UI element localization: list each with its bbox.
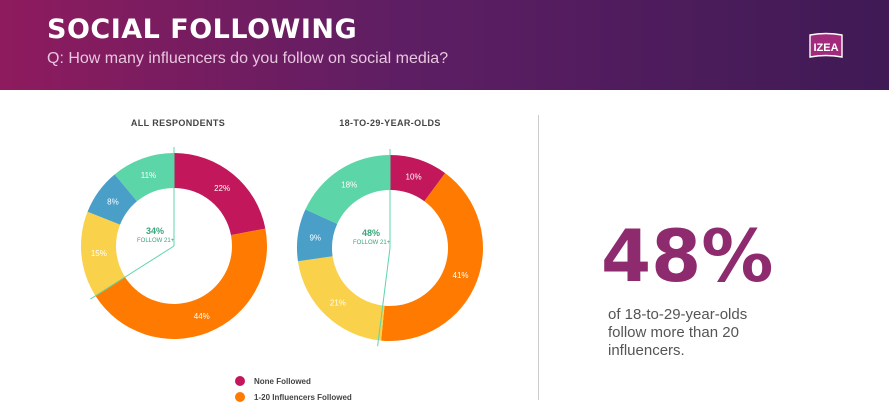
- legend-dot-none: [235, 376, 245, 386]
- donut-all-center-label: FOLLOW 21+: [137, 238, 175, 244]
- page-subtitle: Q: How many influencers do you follow on…: [47, 50, 449, 67]
- donut-all-slice-1: [95, 228, 267, 339]
- donut-all-slice-label-3: 8%: [107, 198, 119, 207]
- page-title: SOCIAL FOLLOWING: [47, 14, 358, 45]
- donut-young-slice-label-4: 18%: [341, 180, 357, 189]
- donut-young-slice-2: [297, 256, 385, 341]
- legend-dot-1-20: [235, 392, 245, 402]
- donut-young-slice-3: [297, 209, 338, 262]
- donut-all-slice-2: [80, 211, 126, 296]
- izea-logo: IZEA: [809, 32, 843, 58]
- donut-all-slice-label-2: 15%: [91, 249, 107, 258]
- donut-all-slice-label-0: 22%: [214, 184, 230, 193]
- donut-young-slice-1: [381, 173, 484, 342]
- legend-label-1-20: 1-20 Influencers Followed: [254, 392, 352, 402]
- header-banner: SOCIAL FOLLOWING Q: How many influencers…: [0, 0, 889, 90]
- donut-young-slice-label-2: 21%: [330, 299, 346, 308]
- chart-title-all: ALL RESPONDENTS: [130, 118, 226, 128]
- logo-text: IZEA: [813, 42, 838, 54]
- donut-young-slice-4: [305, 155, 390, 224]
- donut-all-slice-0: [174, 153, 266, 236]
- legend: None Followed 1-20 Influencers Followed: [235, 373, 352, 405]
- donut-young-marker-line-end: [377, 247, 391, 347]
- donut-young-slice-label-3: 9%: [309, 233, 321, 242]
- donut-all-slice-label-4: 11%: [141, 171, 156, 180]
- donut-all-center-value: 34%: [146, 226, 164, 236]
- legend-label-none: None Followed: [254, 376, 311, 386]
- donut-all-slice-label-1: 44%: [194, 312, 210, 321]
- donut-all-slice-3: [87, 174, 138, 225]
- donut-all-slice-4: [114, 153, 174, 202]
- chart-title-young: 18-TO-29-YEAR-OLDS: [339, 118, 441, 128]
- divider: [538, 115, 539, 400]
- stat-description: of 18-to-29-year-olds follow more than 2…: [608, 306, 808, 360]
- stat-line-3: influencers.: [608, 342, 685, 359]
- donut-young-center-value: 48%: [362, 228, 380, 238]
- donut-young-center-label: FOLLOW 21+: [353, 240, 391, 246]
- stat-line-2: follow more than 20: [608, 324, 739, 341]
- legend-item-none: None Followed: [235, 373, 352, 389]
- donut-young-slice-label-0: 10%: [406, 172, 422, 181]
- legend-item-1-20: 1-20 Influencers Followed: [235, 389, 352, 405]
- donut-all-marker-line-end: [90, 245, 175, 300]
- donut-young-slice-label-1: 41%: [453, 271, 469, 280]
- big-stat-value: 48%: [601, 214, 774, 298]
- stat-line-1: of 18-to-29-year-olds: [608, 306, 748, 323]
- donut-young-slice-0: [390, 155, 446, 202]
